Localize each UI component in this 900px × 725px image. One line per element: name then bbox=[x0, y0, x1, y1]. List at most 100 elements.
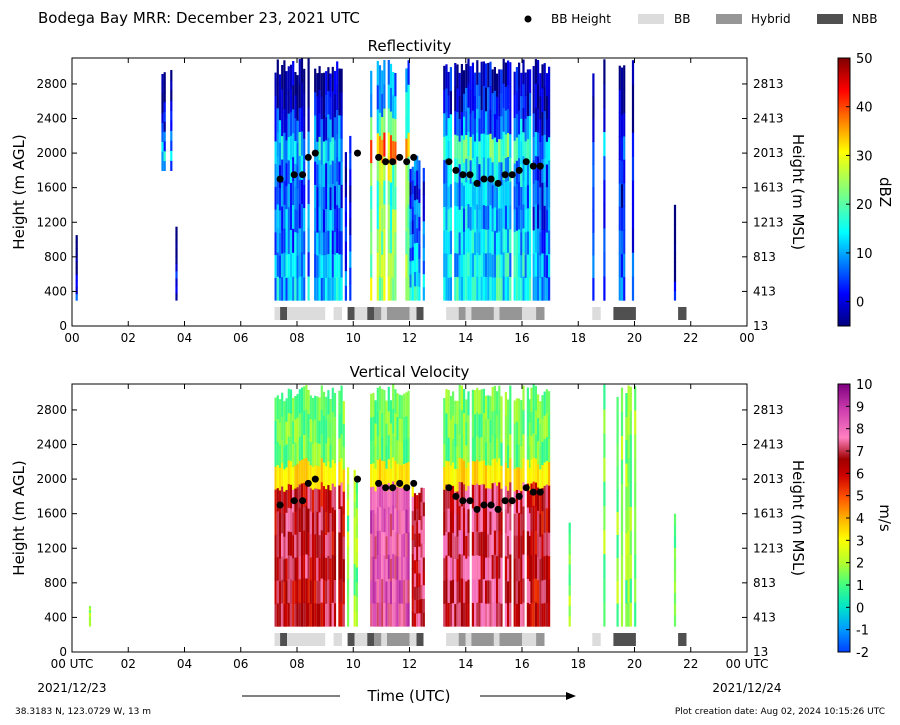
heatmap-cell bbox=[513, 603, 516, 627]
heatmap-cell bbox=[456, 182, 459, 207]
heatmap-cell bbox=[278, 74, 282, 98]
heatmap-cell bbox=[522, 251, 525, 277]
heatmap-cell bbox=[496, 186, 499, 210]
heatmap-cell bbox=[320, 163, 323, 188]
heatmap-cell bbox=[537, 510, 540, 534]
heatmap-cell bbox=[603, 601, 606, 627]
heatmap-cell bbox=[394, 95, 397, 119]
heatmap-cell bbox=[294, 511, 297, 535]
heatmap-cell bbox=[539, 254, 542, 278]
heatmap-cell bbox=[482, 276, 485, 301]
heatmap-cell bbox=[396, 416, 399, 441]
heatmap-cell bbox=[620, 387, 624, 412]
heatmap-cell bbox=[403, 440, 406, 464]
y-tick-label: 400 bbox=[44, 284, 67, 298]
heatmap-cell bbox=[329, 580, 332, 604]
heatmap-cell bbox=[327, 206, 330, 231]
heatmap-cell bbox=[504, 392, 507, 416]
bb-type-bb bbox=[287, 307, 326, 320]
heatmap-cell bbox=[276, 59, 279, 85]
heatmap-cell bbox=[532, 601, 535, 627]
heatmap-cell bbox=[485, 252, 488, 277]
heatmap-cell bbox=[285, 185, 288, 210]
heatmap-cell bbox=[476, 459, 479, 484]
heatmap-cell bbox=[509, 529, 512, 555]
heatmap-cell bbox=[507, 399, 510, 423]
heatmap-cell bbox=[314, 580, 317, 604]
heatmap-cell bbox=[294, 396, 297, 420]
bb-height-point bbox=[529, 162, 537, 170]
heatmap-cell bbox=[498, 433, 501, 459]
heatmap-cell bbox=[487, 533, 490, 558]
heatmap-cell bbox=[320, 232, 323, 256]
heatmap-cell bbox=[387, 410, 390, 436]
heatmap-cell bbox=[398, 394, 401, 419]
heatmap-cell bbox=[281, 439, 284, 464]
heatmap-cell bbox=[452, 532, 455, 557]
heatmap-cell bbox=[333, 532, 337, 557]
heatmap-cell bbox=[507, 156, 510, 181]
heatmap-cell bbox=[416, 534, 419, 549]
heatmap-cell bbox=[370, 254, 373, 278]
heatmap-cell bbox=[376, 387, 379, 413]
heatmap-cell bbox=[673, 252, 677, 263]
heatmap-cell bbox=[460, 134, 463, 159]
heatmap-cell bbox=[296, 486, 299, 511]
heatmap-cell bbox=[372, 439, 375, 464]
heatmap-cell bbox=[502, 179, 505, 205]
heatmap-cell bbox=[88, 616, 92, 619]
heatmap-cell bbox=[471, 181, 474, 206]
heatmap-cell bbox=[474, 602, 477, 627]
heatmap-cell bbox=[338, 161, 341, 185]
heatmap-cell bbox=[316, 95, 319, 120]
heatmap-cell bbox=[422, 488, 425, 503]
y-tick-label: 1200 bbox=[36, 541, 67, 555]
heatmap-cell bbox=[539, 232, 542, 256]
heatmap-cell bbox=[491, 458, 494, 484]
heatmap-cell bbox=[498, 92, 501, 117]
heatmap-cell bbox=[296, 440, 299, 465]
heatmap-cell bbox=[411, 481, 414, 497]
heatmap-cell bbox=[276, 155, 279, 181]
heatmap-cell bbox=[478, 140, 481, 165]
heatmap-cell bbox=[422, 220, 425, 235]
heatmap-cell bbox=[545, 163, 548, 188]
heatmap-cell bbox=[344, 270, 347, 286]
heatmap-cell bbox=[287, 159, 290, 184]
y-tick-label: 2000 bbox=[36, 472, 67, 486]
heatmap-cell bbox=[534, 251, 537, 277]
heatmap-cell bbox=[400, 441, 404, 466]
heatmap-cell bbox=[392, 529, 395, 555]
heatmap-cell bbox=[445, 276, 448, 301]
heatmap-cell bbox=[300, 179, 304, 204]
heatmap-cell bbox=[422, 167, 425, 182]
heatmap-cell bbox=[405, 392, 408, 417]
heatmap-cell bbox=[340, 276, 343, 301]
heatmap-cell bbox=[349, 152, 352, 170]
heatmap-cell bbox=[333, 93, 337, 118]
heatmap-cell bbox=[322, 462, 326, 487]
heatmap-cell bbox=[620, 276, 624, 301]
heatmap-cell bbox=[370, 509, 373, 534]
heatmap-cell bbox=[405, 114, 408, 139]
heatmap-cell bbox=[673, 513, 677, 526]
heatmap-cell bbox=[378, 159, 382, 184]
heatmap-cell bbox=[454, 63, 457, 88]
heatmap-cell bbox=[340, 91, 343, 116]
heatmap-cell bbox=[623, 135, 626, 160]
heatmap-cell bbox=[474, 186, 477, 210]
heatmap-cell bbox=[500, 277, 503, 301]
heatmap-cell bbox=[592, 141, 595, 165]
heatmap-cell bbox=[320, 254, 323, 278]
heatmap-cell bbox=[387, 386, 390, 412]
heatmap-cell bbox=[163, 82, 166, 93]
heatmap-cell bbox=[349, 135, 352, 153]
heatmap-cell bbox=[331, 602, 334, 627]
heatmap-cell bbox=[445, 182, 448, 207]
heatmap-cell bbox=[325, 511, 328, 535]
heatmap-cell bbox=[292, 557, 295, 581]
heatmap-cell bbox=[296, 97, 299, 121]
heatmap-cell bbox=[537, 60, 540, 85]
heatmap-cell bbox=[292, 276, 295, 301]
heatmap-cell bbox=[526, 506, 529, 532]
